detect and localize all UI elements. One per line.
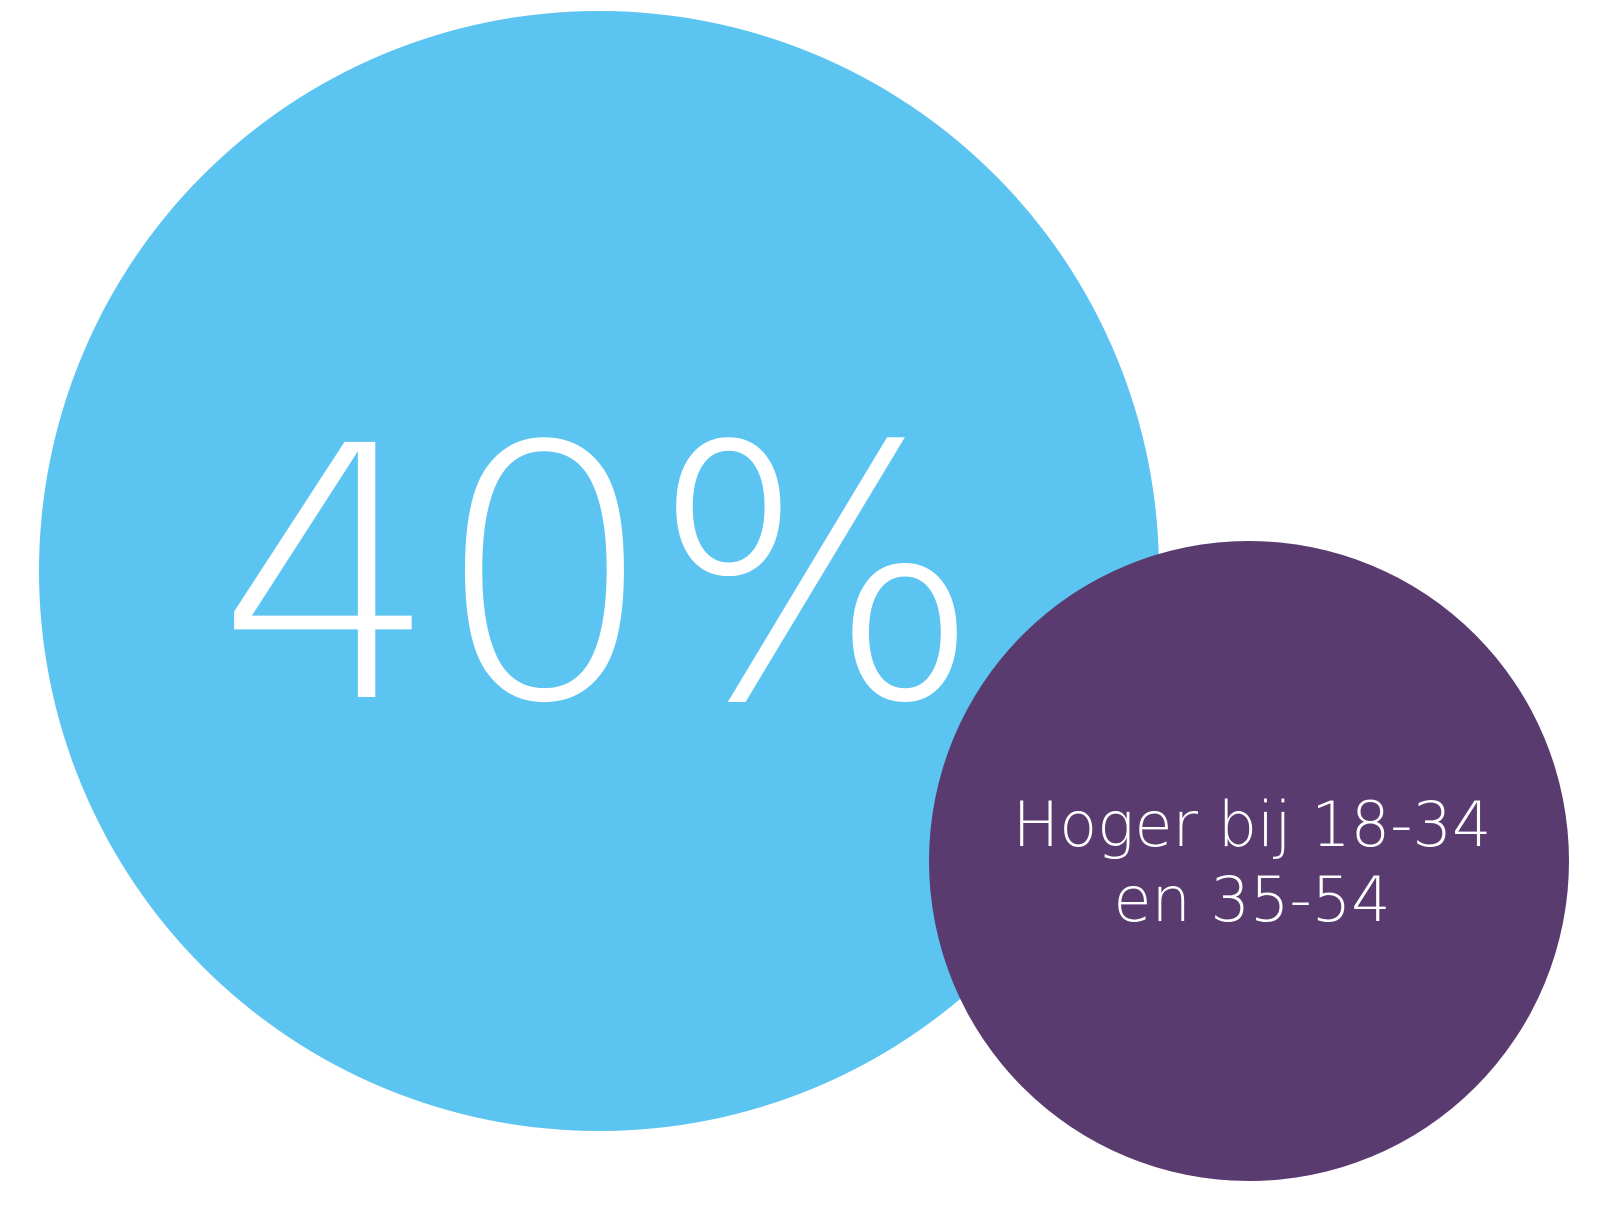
callout-circle	[929, 541, 1569, 1181]
stat-value: 40%	[217, 372, 977, 780]
stat-circle	[39, 11, 1159, 1131]
callout-line: en 35-54	[1113, 863, 1390, 936]
callout-line: Hoger bij 18-34	[1013, 788, 1492, 861]
